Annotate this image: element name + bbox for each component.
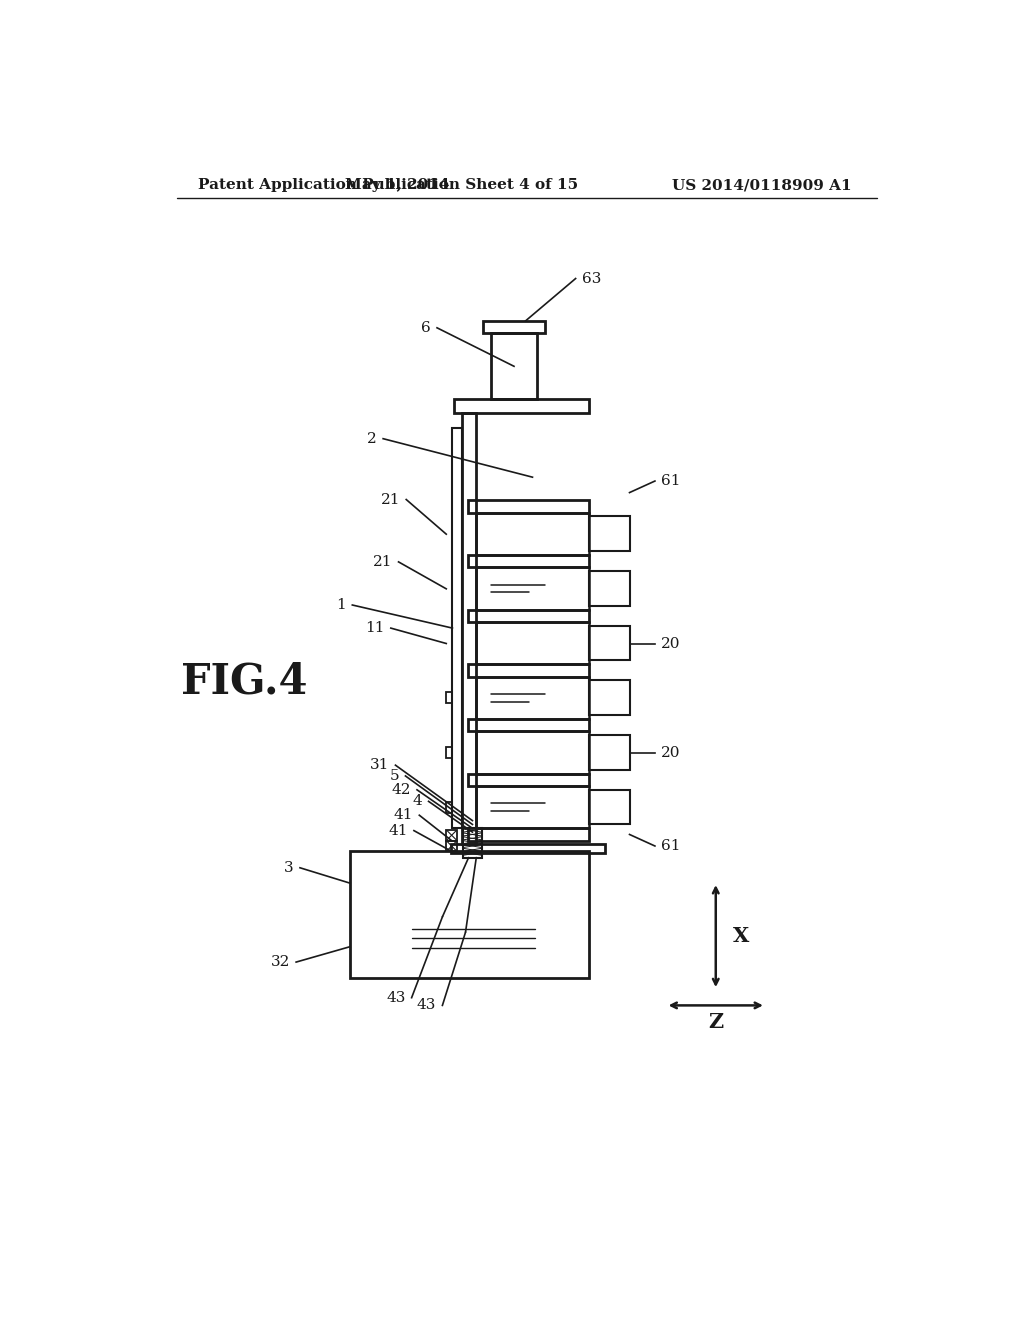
Bar <box>475 785 590 829</box>
Bar <box>446 801 453 813</box>
Text: 1: 1 <box>337 598 346 612</box>
Text: 2: 2 <box>368 432 377 446</box>
Text: 63: 63 <box>582 272 601 285</box>
Text: May 1, 2014   Sheet 4 of 15: May 1, 2014 Sheet 4 of 15 <box>345 178 579 193</box>
Bar <box>475 677 590 719</box>
Text: 43: 43 <box>417 998 436 1012</box>
Bar <box>463 829 481 858</box>
Text: FIG.4: FIG.4 <box>181 661 308 704</box>
Text: 6: 6 <box>421 321 431 335</box>
Text: Z: Z <box>709 1012 723 1032</box>
Bar <box>475 731 590 774</box>
Text: 61: 61 <box>662 840 681 853</box>
Bar <box>446 693 453 704</box>
Text: US 2014/0118909 A1: US 2014/0118909 A1 <box>672 178 852 193</box>
Text: 3: 3 <box>285 861 294 875</box>
Bar <box>468 719 590 731</box>
Bar <box>350 851 589 978</box>
Text: 5: 5 <box>390 770 399 783</box>
Bar <box>590 572 630 606</box>
Bar <box>475 622 590 664</box>
Text: 41: 41 <box>388 824 408 838</box>
Text: 42: 42 <box>391 783 411 797</box>
Text: 11: 11 <box>366 622 385 635</box>
Bar <box>453 428 462 829</box>
Bar <box>462 413 475 843</box>
Bar <box>468 610 590 622</box>
Bar <box>446 747 453 758</box>
Bar <box>468 500 590 512</box>
Text: X: X <box>733 927 750 946</box>
Bar <box>451 843 605 853</box>
Text: 21: 21 <box>373 554 392 569</box>
Bar <box>475 512 590 554</box>
Bar <box>446 841 457 851</box>
Bar <box>468 554 590 568</box>
Bar <box>468 774 590 785</box>
Text: Patent Application Publication: Patent Application Publication <box>199 178 461 193</box>
Bar <box>446 830 457 841</box>
Bar <box>468 664 590 677</box>
Text: 31: 31 <box>370 758 389 772</box>
Bar <box>590 681 630 715</box>
Bar <box>590 516 630 552</box>
Text: 43: 43 <box>386 991 406 1005</box>
Bar <box>454 399 589 412</box>
Text: 61: 61 <box>662 474 681 488</box>
Bar <box>590 626 630 660</box>
Bar <box>490 333 538 399</box>
Bar <box>475 568 590 610</box>
Text: 41: 41 <box>393 808 413 822</box>
Bar <box>483 321 545 333</box>
Text: 4: 4 <box>413 795 422 808</box>
Bar <box>468 829 590 841</box>
Bar <box>590 735 630 770</box>
Bar <box>590 789 630 825</box>
Text: 32: 32 <box>270 956 290 969</box>
Text: 21: 21 <box>381 492 400 507</box>
Text: 20: 20 <box>662 746 681 760</box>
Text: 20: 20 <box>662 636 681 651</box>
